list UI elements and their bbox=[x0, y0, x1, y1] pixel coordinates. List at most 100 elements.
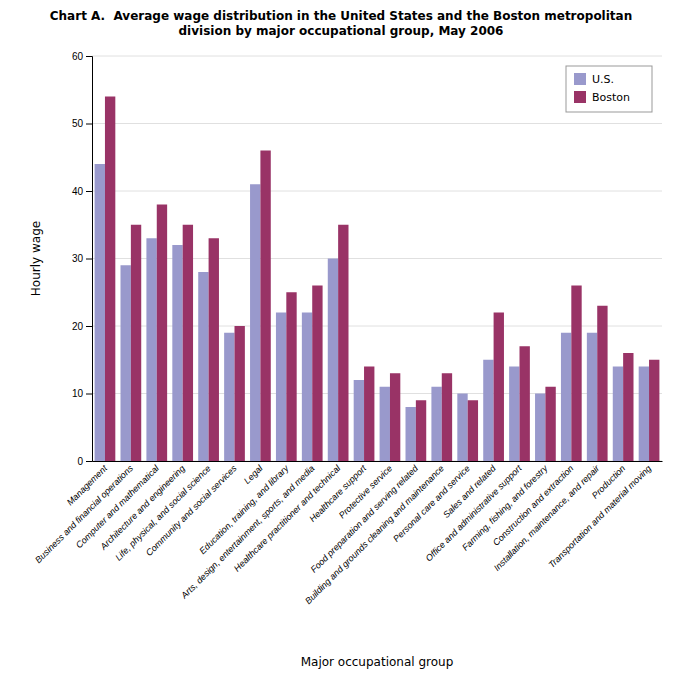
bar bbox=[639, 367, 649, 462]
bar bbox=[509, 367, 519, 462]
bar bbox=[286, 292, 296, 461]
tick-mark bbox=[86, 259, 92, 260]
tick: 0 bbox=[77, 456, 92, 467]
bar bbox=[172, 245, 182, 461]
tick: 50 bbox=[72, 118, 92, 129]
tick-mark bbox=[86, 191, 92, 192]
bar bbox=[483, 360, 493, 461]
bar bbox=[209, 238, 219, 461]
bar bbox=[312, 286, 322, 462]
legend-label: U.S. bbox=[592, 73, 614, 86]
grid bbox=[92, 56, 662, 461]
tick-label: 50 bbox=[72, 118, 84, 129]
bar bbox=[224, 333, 234, 461]
axis-line bbox=[93, 461, 663, 462]
tick-label: 40 bbox=[72, 186, 84, 197]
bar bbox=[105, 97, 115, 462]
tick: Community and social services bbox=[144, 463, 239, 558]
bar bbox=[623, 353, 633, 461]
y-axis-title: Hourly wage bbox=[29, 221, 43, 296]
tick-label: 30 bbox=[72, 253, 84, 264]
bars bbox=[95, 97, 660, 462]
tick-label: 60 bbox=[72, 51, 84, 62]
legend-item: Boston bbox=[574, 91, 630, 104]
legend: U.S. Boston bbox=[566, 66, 652, 112]
tick-label: 20 bbox=[72, 321, 84, 332]
grid-line bbox=[92, 56, 662, 57]
bar bbox=[302, 313, 312, 462]
bar bbox=[545, 387, 555, 461]
bar bbox=[235, 326, 245, 461]
tick: 30 bbox=[72, 253, 92, 264]
legend-item: U.S. bbox=[574, 73, 614, 86]
x-axis: ManagementBusiness and financial operati… bbox=[33, 462, 662, 607]
x-axis-title: Major occupational group bbox=[301, 655, 454, 669]
y-axis: 0 10 20 30 40 50 60 bbox=[72, 51, 93, 467]
tick: 60 bbox=[72, 51, 92, 62]
bar bbox=[571, 286, 581, 462]
tick: 10 bbox=[72, 388, 92, 399]
bar bbox=[276, 313, 286, 462]
bar bbox=[649, 360, 659, 461]
bar bbox=[328, 259, 338, 462]
tick: 20 bbox=[72, 321, 92, 332]
tick-label: Transportation and material moving bbox=[547, 463, 654, 570]
tick-label: 10 bbox=[72, 388, 84, 399]
bar bbox=[535, 394, 545, 462]
bar bbox=[587, 333, 597, 461]
bar bbox=[146, 238, 156, 461]
bar bbox=[416, 400, 426, 461]
tick-mark bbox=[86, 394, 92, 395]
bar bbox=[431, 387, 441, 461]
legend-swatch bbox=[574, 91, 586, 103]
tick-label: Arts, design, entertainment, sports, and… bbox=[178, 463, 316, 601]
bar bbox=[250, 184, 260, 461]
bar bbox=[442, 373, 452, 461]
bar bbox=[338, 225, 348, 461]
tick-label: Community and social services bbox=[144, 463, 239, 558]
bar bbox=[121, 265, 131, 461]
chart: Chart A. Average wage distribution in th… bbox=[0, 0, 682, 676]
tick: Arts, design, entertainment, sports, and… bbox=[178, 463, 316, 601]
tick: Installation, maintenance, and repair bbox=[492, 462, 602, 572]
tick-mark bbox=[86, 56, 92, 57]
bar bbox=[468, 400, 478, 461]
tick: Transportation and material moving bbox=[547, 463, 654, 570]
bar bbox=[95, 164, 105, 461]
tick-label: Legal bbox=[242, 462, 265, 485]
grid-line bbox=[92, 123, 662, 124]
bar bbox=[131, 225, 141, 461]
legend-frame bbox=[566, 66, 652, 112]
bar bbox=[520, 346, 530, 461]
tick: Building and grounds cleaning and mainte… bbox=[303, 463, 446, 606]
bar bbox=[613, 367, 623, 462]
legend-label: Boston bbox=[592, 91, 630, 104]
tick-mark bbox=[86, 124, 92, 125]
bar bbox=[406, 407, 416, 461]
bar bbox=[354, 380, 364, 461]
tick: Legal bbox=[242, 462, 265, 485]
bar bbox=[597, 306, 607, 461]
tick-mark bbox=[86, 461, 92, 462]
bar bbox=[457, 394, 467, 462]
bar bbox=[494, 313, 504, 462]
axis-line bbox=[86, 57, 93, 462]
bar bbox=[198, 272, 208, 461]
bar bbox=[364, 367, 374, 462]
bar bbox=[380, 387, 390, 461]
bar bbox=[183, 225, 193, 461]
tick-label: Installation, maintenance, and repair bbox=[492, 462, 602, 572]
bar bbox=[561, 333, 571, 461]
tick-label: Food preparation and serving related bbox=[309, 462, 421, 574]
grid-line bbox=[92, 191, 662, 192]
tick-mark bbox=[86, 326, 92, 327]
bar bbox=[157, 205, 167, 462]
bar bbox=[260, 151, 270, 462]
bar bbox=[390, 373, 400, 461]
title: Chart A. Average wage distribution in th… bbox=[50, 9, 632, 38]
tick: Food preparation and serving related bbox=[309, 462, 421, 574]
tick: 40 bbox=[72, 186, 92, 197]
tick-label: 0 bbox=[77, 456, 83, 467]
plot: 0 10 20 30 40 50 60 ManagementBusiness and fina… bbox=[33, 51, 662, 606]
tick-label: Building and grounds cleaning and mainte… bbox=[303, 463, 446, 606]
